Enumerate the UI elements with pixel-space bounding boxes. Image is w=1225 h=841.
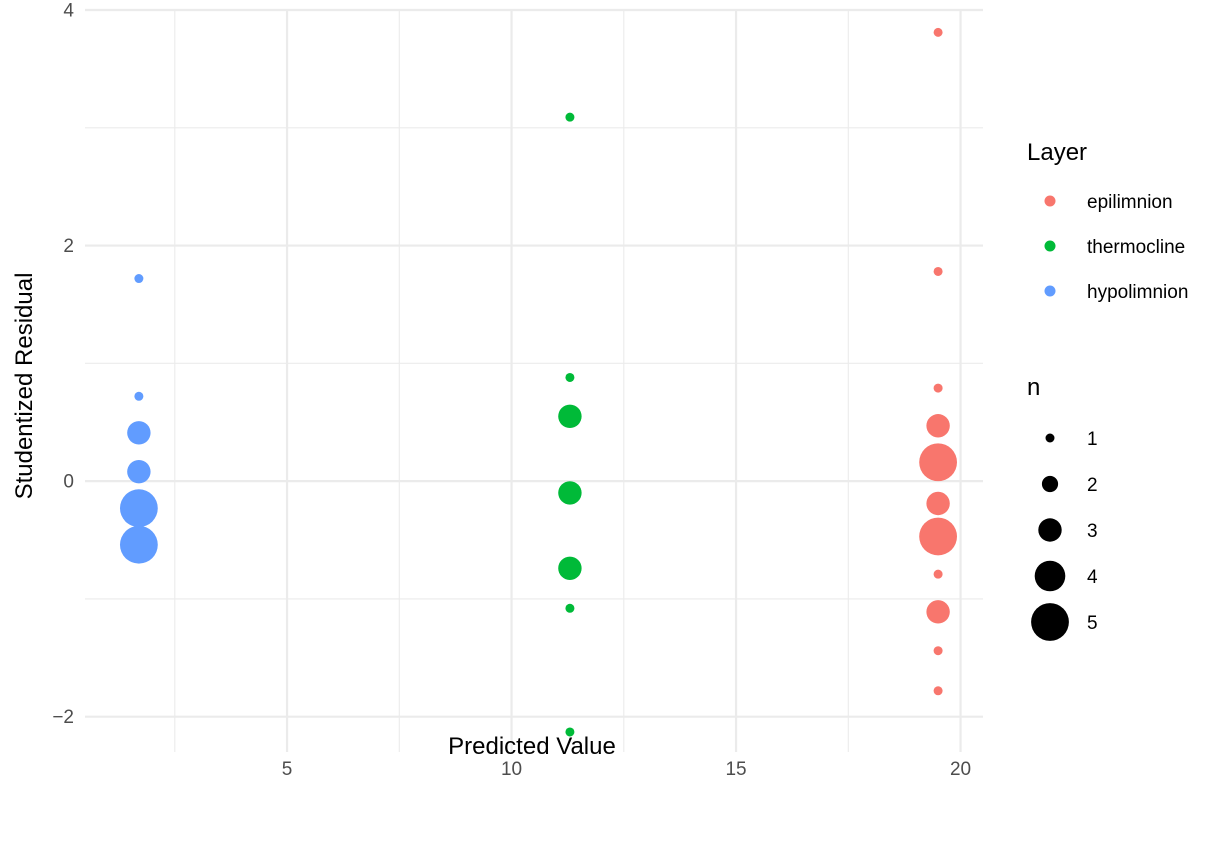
size-legend-key-4 [1034, 560, 1066, 592]
color-legend: Layer epilimnion thermocline hypolimnion [1027, 139, 1188, 303]
x-axis-title: Predicted Value [448, 733, 616, 760]
legend-label-thermocline: thermocline [1087, 237, 1185, 258]
size-legend-key-5 [1031, 603, 1069, 641]
point-epilimnion [919, 517, 957, 556]
point-thermocline [565, 603, 575, 613]
point-hypolimnion [134, 391, 144, 401]
point-epilimnion [926, 491, 950, 516]
data-points [119, 27, 957, 737]
size-legend-key-2 [1041, 475, 1059, 493]
y-tick-label: 2 [63, 236, 74, 257]
point-thermocline [565, 112, 575, 122]
axis-ticks: 5 10 15 20 −2 0 2 4 [52, 1, 971, 781]
point-hypolimnion [119, 489, 158, 528]
point-epilimnion [933, 686, 943, 696]
grid [85, 8, 983, 752]
point-epilimnion [933, 266, 943, 276]
point-hypolimnion [127, 421, 151, 445]
point-epilimnion [933, 27, 943, 37]
size-legend-label-2: 2 [1087, 475, 1098, 496]
point-hypolimnion [134, 274, 144, 284]
legend-label-hypolimnion: hypolimnion [1087, 282, 1188, 303]
point-hypolimnion [119, 525, 158, 564]
point-epilimnion [926, 414, 950, 438]
color-legend-title: Layer [1027, 139, 1087, 166]
y-tick-label: 0 [63, 472, 74, 493]
point-thermocline [558, 556, 582, 580]
point-epilimnion [933, 646, 943, 656]
x-tick-label: 20 [950, 759, 971, 780]
point-hypolimnion [127, 459, 151, 484]
legend-key-epilimnion [1044, 195, 1056, 207]
y-axis-title: Studentized Residual [11, 273, 38, 500]
x-tick-label: 5 [282, 759, 293, 780]
x-tick-label: 10 [501, 759, 522, 780]
point-epilimnion [919, 443, 957, 482]
size-legend: n 1 2 3 4 5 [1027, 374, 1098, 641]
legend-label-epilimnion: epilimnion [1087, 192, 1173, 213]
size-legend-label-1: 1 [1087, 429, 1098, 450]
size-legend-label-3: 3 [1087, 521, 1098, 542]
size-legend-label-4: 4 [1087, 567, 1098, 588]
point-thermocline [565, 372, 575, 382]
y-tick-label: −2 [52, 707, 74, 728]
size-legend-key-1 [1045, 433, 1055, 443]
size-legend-title: n [1027, 374, 1040, 401]
point-thermocline [558, 481, 582, 505]
legend-key-hypolimnion [1044, 285, 1056, 297]
size-legend-label-5: 5 [1087, 613, 1098, 634]
point-epilimnion [926, 600, 950, 624]
x-tick-label: 15 [725, 759, 746, 780]
point-thermocline [565, 727, 575, 737]
point-thermocline [558, 404, 582, 429]
size-legend-key-3 [1038, 518, 1062, 542]
point-epilimnion [933, 569, 943, 579]
legend-key-thermocline [1044, 240, 1056, 252]
point-epilimnion [933, 383, 943, 393]
y-tick-label: 4 [63, 1, 74, 22]
